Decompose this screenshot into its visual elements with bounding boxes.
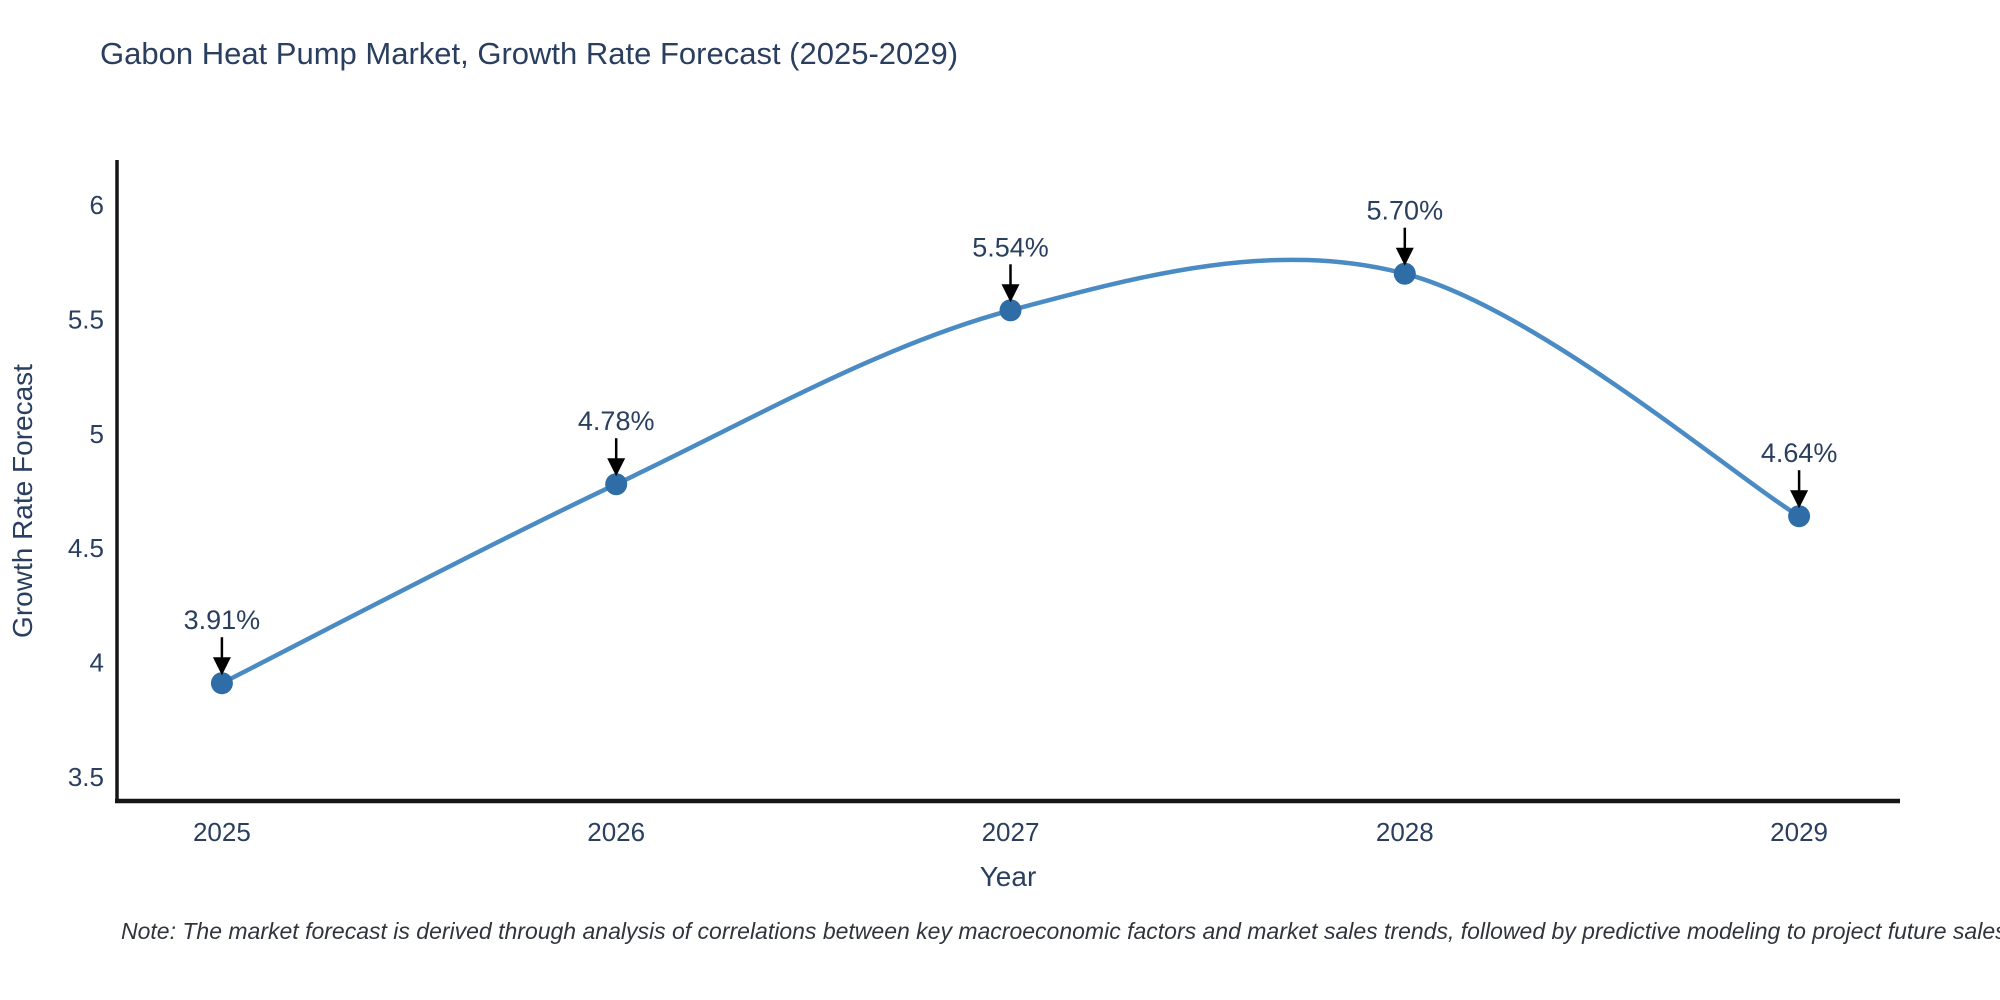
data-point-label: 5.70%: [1367, 196, 1444, 226]
data-point-label: 4.64%: [1761, 438, 1838, 468]
x-tick-label: 2028: [1376, 817, 1434, 847]
data-point-label: 5.54%: [972, 232, 1049, 262]
annotation-arrowhead-icon: [1001, 284, 1020, 303]
y-tick-label: 4: [90, 648, 104, 678]
data-point-marker-2027[interactable]: [999, 299, 1022, 322]
y-tick-label: 5: [90, 419, 104, 449]
x-axis-title: Year: [980, 861, 1037, 892]
data-point-label: 4.78%: [578, 406, 655, 436]
annotation-arrowhead-icon: [607, 458, 626, 477]
x-tick-label: 2029: [1770, 817, 1828, 847]
x-tick-label: 2025: [193, 817, 251, 847]
y-tick-label: 6: [90, 190, 104, 220]
annotation-arrowhead-icon: [1395, 247, 1414, 266]
footnote: Note: The market forecast is derived thr…: [121, 918, 2000, 944]
chart-title: Gabon Heat Pump Market, Growth Rate Fore…: [100, 36, 959, 71]
data-point-marker-2028[interactable]: [1393, 262, 1416, 285]
x-tick-label: 2027: [982, 817, 1040, 847]
y-tick-label: 3.5: [68, 762, 104, 792]
data-point-label: 3.91%: [184, 605, 261, 635]
data-point-marker-2026[interactable]: [605, 473, 628, 496]
annotation-arrowhead-icon: [1790, 490, 1809, 509]
y-axis-title: Growth Rate Forecast: [7, 364, 38, 638]
x-tick-label: 2026: [587, 817, 645, 847]
trend-line: [219, 257, 1802, 686]
y-tick-label: 4.5: [68, 533, 104, 563]
data-point-marker-2025[interactable]: [210, 672, 233, 695]
y-tick-label: 5.5: [68, 304, 104, 334]
data-point-marker-2029[interactable]: [1788, 505, 1811, 528]
annotation-arrowhead-icon: [212, 657, 231, 676]
